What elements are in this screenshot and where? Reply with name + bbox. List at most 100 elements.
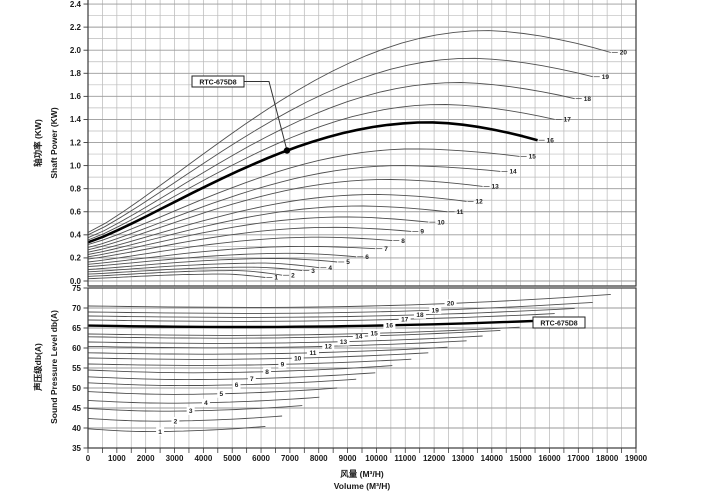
- sound-curve-label-14: 14: [355, 334, 363, 341]
- x-tick-label: 11000: [394, 454, 416, 463]
- power-curve-label-1: 1: [274, 275, 278, 282]
- sound-label-mask: [413, 310, 426, 319]
- sound-curve-9: [87, 358, 412, 366]
- x-tick-label: 4000: [194, 454, 212, 463]
- sound-curve-13: [87, 335, 483, 344]
- tick-labels: 0.0 0.2 0.4 0.6 0.8 1.0 1.2 1.4 1.6 1.8 2.0 2.2 2.4 7…: [70, 0, 648, 463]
- power-curve-label-18: 18: [584, 96, 592, 103]
- power-curve-8: [87, 236, 393, 263]
- axis-ticks: [83, 3, 637, 453]
- power-curve-label-2: 2: [291, 272, 295, 279]
- power-axis-title-en: Shaft Power (KW): [49, 107, 59, 178]
- power-curve-label-12: 12: [476, 199, 484, 206]
- sound-label-mask: [186, 406, 195, 415]
- sound-label-mask: [217, 389, 226, 398]
- sound-curve-2: [87, 415, 283, 422]
- sound-y-tick-label: 35: [72, 444, 81, 453]
- sound-y-tick-label: 60: [72, 344, 81, 353]
- power-curve-label-5: 5: [346, 259, 350, 266]
- sound-curve-label-13: 13: [340, 339, 348, 346]
- sound-curve-label-3: 3: [189, 408, 193, 415]
- sound-curve-20: [87, 293, 611, 308]
- sound-label-mask: [232, 380, 241, 389]
- x-tick-label: 3000: [166, 454, 184, 463]
- sound-y-tick-label: 65: [72, 324, 81, 333]
- power-curve-12: [87, 194, 467, 253]
- model-callout-text-sound: RTC-675D8: [540, 321, 577, 328]
- sound-y-tick-label: 70: [72, 304, 81, 313]
- x-tick-label: 10000: [365, 454, 388, 463]
- power-y-tick-label: 1.8: [70, 69, 82, 78]
- power-curve-3: [87, 266, 303, 275]
- power-y-tick-label: 1.4: [70, 115, 82, 124]
- sound-label-mask: [322, 342, 335, 351]
- sound-curve-label-9: 9: [281, 362, 285, 369]
- sound-curve-label-2: 2: [174, 418, 178, 425]
- sound-curve-label-10: 10: [294, 355, 302, 362]
- power-curve-9: [87, 226, 412, 260]
- x-tick-label: 1000: [108, 454, 126, 463]
- curves: 1 23 4567891011121314151617181920123456789…: [87, 30, 628, 436]
- sound-curve-label-17: 17: [401, 317, 409, 324]
- sound-curve-8: [87, 365, 393, 374]
- power-curve-label-15: 15: [529, 154, 537, 161]
- sound-label-mask: [263, 367, 272, 376]
- power-curve-17: [87, 104, 555, 241]
- x-tick-label: 17000: [567, 454, 590, 463]
- x-tick-label: 13000: [452, 454, 475, 463]
- power-curve-10: [87, 216, 429, 258]
- power-y-tick-label: 2.2: [70, 23, 82, 32]
- sound-curve-label-15: 15: [370, 331, 378, 338]
- power-curve-6: [87, 252, 357, 268]
- power-y-tick-label: 0.8: [70, 184, 82, 193]
- power-curve-label-7: 7: [384, 246, 388, 253]
- power-curve-label-10: 10: [437, 219, 445, 226]
- power-y-tick-label: 1.2: [70, 138, 82, 147]
- x-tick-label: 8000: [310, 454, 328, 463]
- power-y-tick-label: 1.6: [70, 92, 82, 101]
- x-tick-label: 19000: [625, 454, 648, 463]
- sound-curve-5: [87, 387, 338, 395]
- power-curve-16: [87, 121, 538, 244]
- sound-label-mask: [368, 329, 381, 338]
- power-axis-title-cn: 轴功率 (KW): [33, 119, 43, 167]
- sound-label-mask: [444, 299, 457, 308]
- power-curve-label-20: 20: [620, 50, 628, 57]
- power-curve-label-3: 3: [311, 268, 315, 275]
- model-callout-box-power: [191, 75, 245, 88]
- power-y-tick-label: 0.6: [70, 208, 82, 217]
- model-callout-text-power: RTC-675D8: [199, 80, 236, 87]
- sound-curve-label-7: 7: [250, 376, 254, 383]
- sound-label-mask: [201, 398, 210, 407]
- sound-curve-label-11: 11: [310, 350, 317, 357]
- sound-curve-19: [87, 301, 593, 314]
- x-tick-label: 9000: [339, 454, 357, 463]
- power-curve-label-4: 4: [328, 265, 332, 272]
- power-curve-15: [87, 148, 520, 246]
- power-curve-1: [87, 273, 266, 280]
- sound-axis-title-cn: 声压级db(A): [33, 343, 43, 392]
- power-plot-border: [87, 0, 637, 287]
- callout-leader-line: [244, 81, 288, 151]
- sound-curve-14: [87, 329, 501, 339]
- power-curve-18: [87, 82, 575, 239]
- sound-curve-12: [87, 340, 467, 349]
- sound-curve-label-19: 19: [432, 307, 440, 314]
- power-curve-20: [87, 30, 611, 233]
- volume-axis-title-cn: 风量 (M³/H): [340, 469, 384, 479]
- x-tick-label: 16000: [538, 454, 561, 463]
- power-y-tick-label: 2.4: [70, 0, 82, 9]
- sound-label-mask: [171, 417, 180, 426]
- power-y-tick-label: 0.4: [70, 231, 82, 240]
- sound-curve-label-5: 5: [219, 391, 223, 398]
- sound-curve-1: [87, 425, 266, 433]
- power-curve-19: [87, 57, 593, 236]
- sound-curve-label-16: 16: [386, 323, 394, 330]
- sound-curve-11: [87, 346, 448, 355]
- sound-curve-3: [87, 405, 303, 412]
- power-curve-4: [87, 262, 320, 273]
- sound-y-tick-label: 55: [72, 364, 81, 373]
- x-tick-label: 15000: [510, 454, 533, 463]
